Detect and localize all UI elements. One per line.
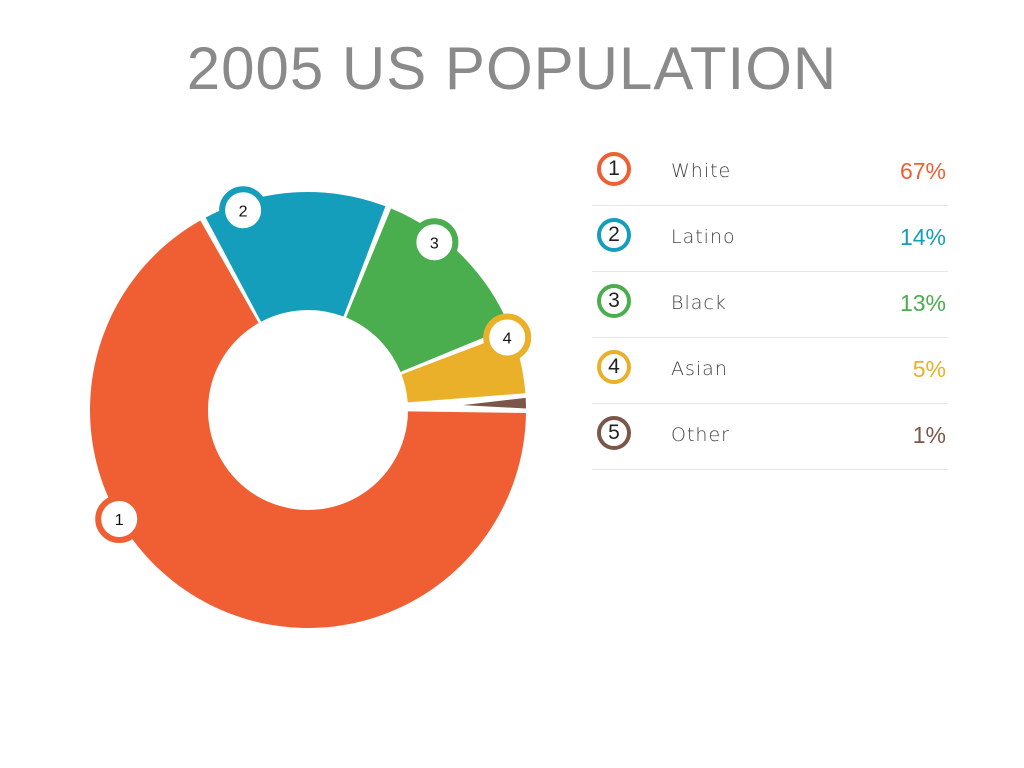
donut-slice-white — [89, 220, 526, 629]
chart-title: 2005 US POPULATION — [186, 35, 838, 102]
slice-badge-circle — [95, 495, 144, 543]
legend-label: White — [671, 160, 732, 182]
legend-item: 1 White 67% — [592, 140, 948, 206]
legend-item: 5 Other 1% — [592, 404, 948, 470]
legend-label: Other — [671, 424, 730, 446]
donut-slice-other — [462, 397, 526, 409]
donut-slice-black — [346, 208, 510, 372]
legend-value: 14% — [899, 224, 946, 250]
legend-item: 3 Black 13% — [592, 272, 948, 338]
slice-badge-circle — [219, 186, 268, 235]
legend-marker: 4 — [597, 350, 631, 384]
legend-marker: 1 — [597, 152, 631, 186]
legend-value: 13% — [899, 290, 946, 316]
slice-badge-3: 3 — [410, 218, 459, 267]
slice-badge-label: 4 — [503, 330, 512, 347]
legend-label: Asian — [671, 358, 728, 380]
slice-badge-label: 2 — [239, 203, 248, 220]
slice-badge-2: 2 — [219, 186, 268, 235]
legend-value: 5% — [912, 356, 946, 382]
slice-badge-circle — [483, 313, 532, 362]
slice-badge-label: 3 — [430, 235, 439, 252]
legend-label: Latino — [671, 226, 736, 248]
legend-item: 2 Latino 14% — [592, 206, 948, 272]
legend-label: Black — [671, 292, 727, 314]
slice-badge-label: 1 — [115, 512, 124, 529]
legend-value: 1% — [912, 422, 946, 448]
legend-item: 4 Asian 5% — [592, 338, 948, 404]
legend-marker: 5 — [597, 416, 631, 450]
slice-badge-1: 1 — [95, 495, 144, 543]
slice-badge-4: 4 — [483, 313, 532, 362]
legend-value: 67% — [899, 158, 946, 184]
legend-marker: 3 — [597, 284, 631, 318]
legend-marker: 2 — [597, 218, 631, 252]
chart-legend: 1 White 67% 2 Latino 14% 3 Black 13% 4 A… — [592, 140, 948, 470]
slice-badge-circle — [410, 218, 459, 267]
